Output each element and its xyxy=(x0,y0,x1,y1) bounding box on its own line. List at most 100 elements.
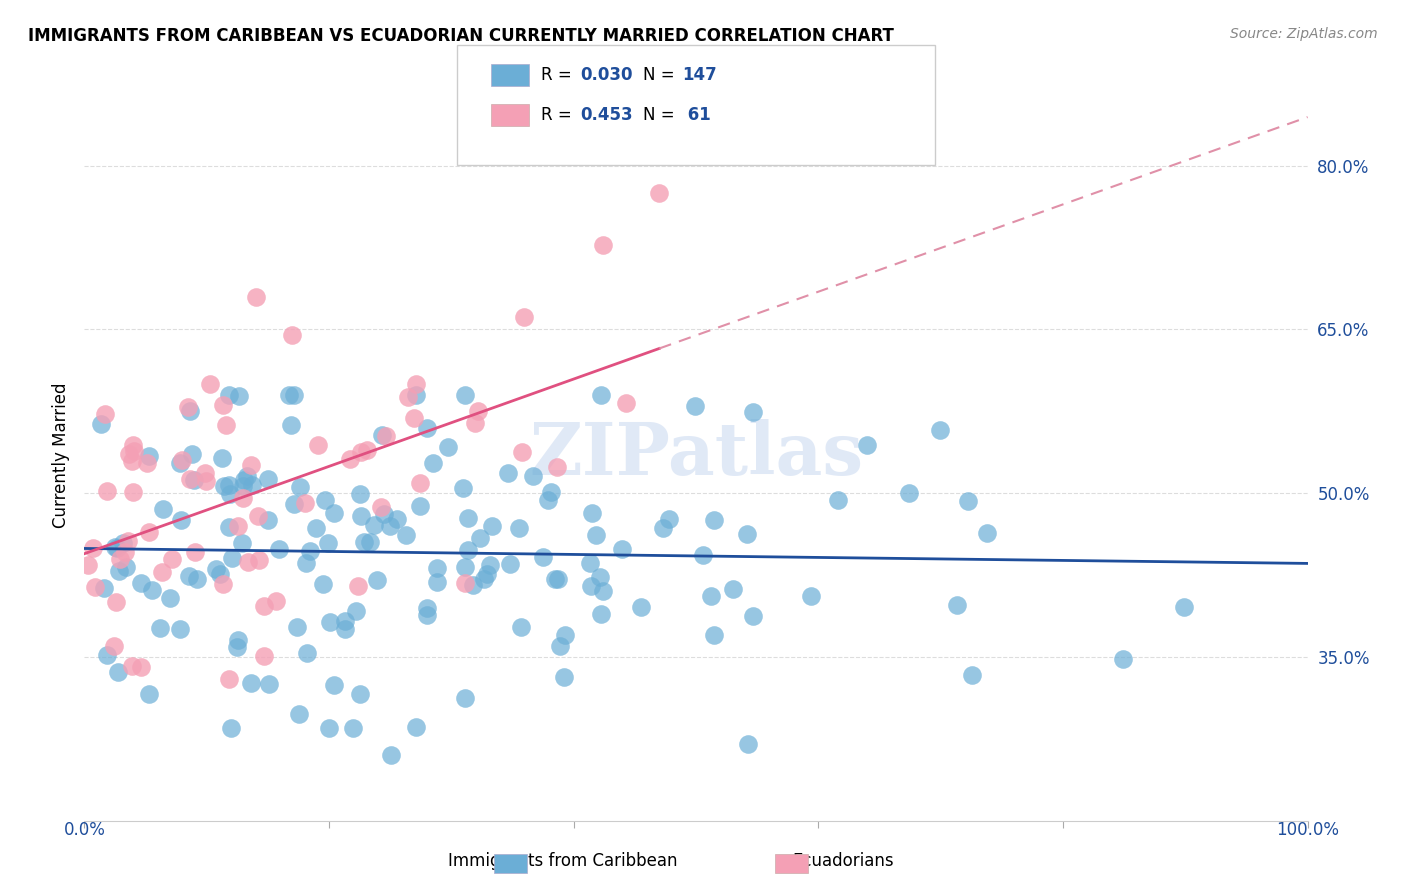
Point xyxy=(349,687,371,701)
Point xyxy=(211,398,233,412)
Point xyxy=(93,581,115,595)
Text: IMMIGRANTS FROM CARIBBEAN VS ECUADORIAN CURRENTLY MARRIED CORRELATION CHART: IMMIGRANTS FROM CARIBBEAN VS ECUADORIAN … xyxy=(28,27,894,45)
Point xyxy=(350,444,373,458)
Text: Immigrants from Caribbean: Immigrants from Caribbean xyxy=(447,852,678,870)
Point xyxy=(371,428,394,442)
Point xyxy=(312,577,335,591)
Point xyxy=(481,518,503,533)
Point xyxy=(277,388,299,402)
Point xyxy=(122,443,145,458)
Point xyxy=(585,527,607,541)
Point xyxy=(478,558,501,572)
Point xyxy=(184,545,207,559)
Point xyxy=(692,549,714,563)
Point xyxy=(288,706,311,721)
Point xyxy=(256,512,278,526)
Point xyxy=(318,721,340,735)
Point xyxy=(135,457,157,471)
Point xyxy=(112,536,135,550)
Point xyxy=(658,512,681,526)
Point xyxy=(540,485,562,500)
Point xyxy=(395,528,418,542)
Point xyxy=(177,400,200,414)
Point xyxy=(212,577,235,591)
Point xyxy=(467,404,489,418)
Point xyxy=(179,472,201,486)
Point xyxy=(183,473,205,487)
Point xyxy=(437,440,460,454)
Point xyxy=(363,517,385,532)
Point xyxy=(179,404,201,418)
Point xyxy=(454,691,477,706)
Point xyxy=(380,748,402,763)
Point xyxy=(359,535,381,549)
Point xyxy=(928,423,950,437)
Point xyxy=(285,620,308,634)
Point xyxy=(335,622,357,636)
Point xyxy=(104,541,127,555)
Text: 0.030: 0.030 xyxy=(581,66,633,84)
Point xyxy=(215,418,238,433)
Point xyxy=(266,594,288,608)
Point xyxy=(703,512,725,526)
Point xyxy=(496,467,519,481)
Point xyxy=(186,573,208,587)
Point xyxy=(94,407,117,421)
Point xyxy=(472,572,495,586)
Point xyxy=(107,665,129,679)
Point xyxy=(945,598,967,612)
Point xyxy=(409,476,432,491)
Point xyxy=(170,453,193,467)
Point xyxy=(592,238,614,252)
Point xyxy=(416,608,439,623)
Point xyxy=(614,396,637,410)
Point xyxy=(280,417,302,432)
Point xyxy=(464,416,486,430)
Point xyxy=(253,599,276,613)
Point xyxy=(159,591,181,605)
Point xyxy=(236,469,259,483)
Point xyxy=(425,560,447,574)
Point xyxy=(548,639,571,653)
Point xyxy=(422,456,444,470)
Point xyxy=(211,451,233,466)
Point xyxy=(522,469,544,483)
Point xyxy=(683,399,706,413)
Point xyxy=(1111,652,1133,666)
Point xyxy=(177,568,200,582)
Point xyxy=(630,599,652,614)
Point xyxy=(240,478,263,492)
Point xyxy=(544,572,567,586)
Point xyxy=(283,388,305,402)
Text: 0.453: 0.453 xyxy=(581,106,633,124)
Point xyxy=(578,556,600,570)
Point xyxy=(267,542,290,557)
Point xyxy=(281,327,304,342)
Point xyxy=(799,589,821,603)
Point xyxy=(218,388,240,402)
Point xyxy=(104,595,127,609)
Point xyxy=(105,541,128,555)
Point xyxy=(129,660,152,674)
Point xyxy=(316,535,339,549)
Point xyxy=(463,578,485,592)
Point xyxy=(553,670,575,684)
Point xyxy=(305,521,328,535)
Point xyxy=(114,545,136,559)
Point xyxy=(409,499,432,513)
Point xyxy=(366,573,388,587)
Point xyxy=(108,564,131,578)
Point xyxy=(592,583,614,598)
Text: R =: R = xyxy=(541,106,578,124)
Point xyxy=(257,677,280,691)
Point xyxy=(226,518,249,533)
Point xyxy=(537,492,560,507)
Point xyxy=(510,444,533,458)
Point xyxy=(209,567,232,582)
Point xyxy=(247,553,270,567)
Point xyxy=(721,582,744,597)
Point xyxy=(96,648,118,662)
Point xyxy=(344,605,367,619)
Point xyxy=(356,442,378,457)
Point xyxy=(591,388,613,402)
